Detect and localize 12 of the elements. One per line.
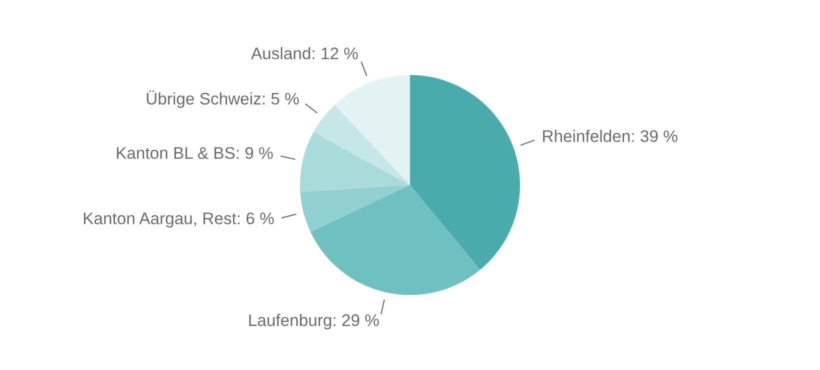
- slice-label: Rheinfelden: 39 %: [543, 130, 678, 142]
- pie-slice: [314, 104, 410, 185]
- pie-slice: [300, 185, 410, 232]
- pie-slice: [334, 75, 410, 185]
- slice-label: Übrige Schweiz: 5 %: [146, 90, 299, 108]
- pie-slice: [300, 132, 410, 192]
- slice-label: Kanton BL & BS: 9 %: [116, 147, 273, 159]
- pie-slice: [410, 75, 520, 270]
- pie-slice: [310, 185, 480, 295]
- slice-label: Ausland: 12 %: [251, 47, 358, 60]
- slice-label: Laufenburg: 29 %: [249, 314, 379, 330]
- slice-label: Kanton Aargau, Rest: 6 %: [84, 212, 274, 228]
